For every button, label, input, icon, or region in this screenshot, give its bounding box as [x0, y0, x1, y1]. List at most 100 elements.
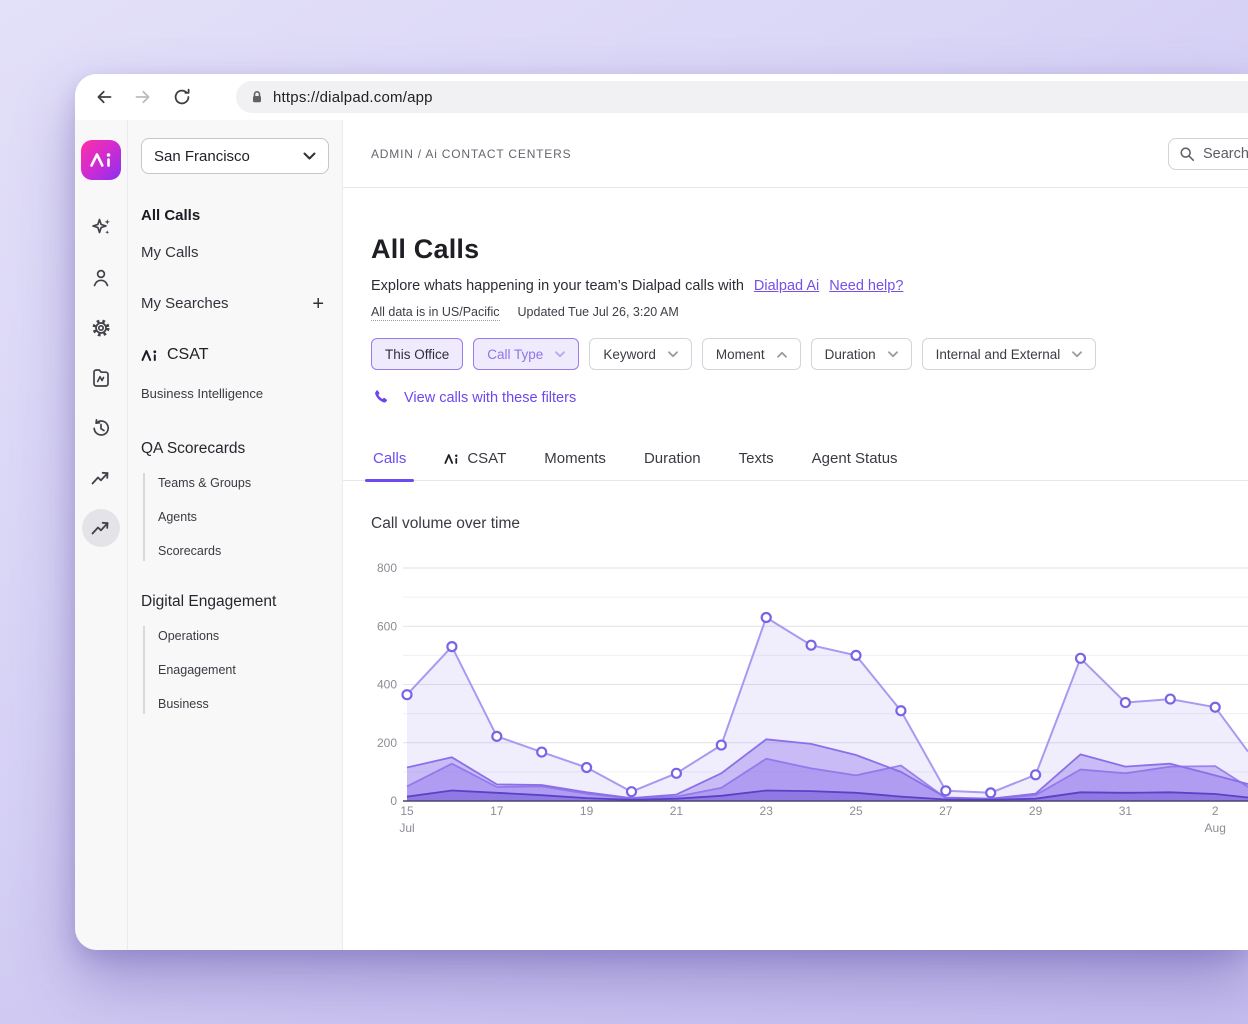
- view-calls-link[interactable]: View calls with these filters: [371, 388, 1248, 408]
- analytics-selected-icon[interactable]: [82, 509, 120, 547]
- dialpad-ai-link[interactable]: Dialpad Ai: [753, 278, 820, 294]
- ai-sparkles-icon[interactable]: [89, 216, 113, 240]
- filter-chip-duration[interactable]: Duration: [810, 338, 912, 370]
- svg-text:19: 19: [580, 804, 594, 818]
- dialpad-ai-logo-glyph: [90, 153, 111, 167]
- tab-duration[interactable]: Duration: [642, 450, 703, 480]
- history-icon[interactable]: [89, 416, 113, 440]
- need-help-link[interactable]: Need help?: [829, 278, 904, 294]
- chip-label: This Office: [385, 346, 450, 362]
- filter-chip-internal-external[interactable]: Internal and External: [921, 338, 1097, 370]
- description-text: Explore whats happening in your team’s D…: [371, 278, 744, 294]
- chip-label: Duration: [824, 346, 876, 362]
- browser-chrome: https://dialpad.com/app: [75, 74, 1248, 120]
- tab-bar: Calls CSAT Moments Duration Texts Agent …: [343, 450, 1248, 482]
- add-search-button[interactable]: +: [312, 293, 324, 315]
- sidebar-section-qa-scorecards[interactable]: QA Scorecards: [141, 440, 246, 457]
- sidebar-nav: San Francisco All Calls My Calls My Sear…: [128, 120, 343, 950]
- chip-label: Call Type: [487, 346, 544, 362]
- chip-label: Internal and External: [935, 346, 1061, 362]
- filter-chip-moment[interactable]: Moment: [701, 338, 801, 370]
- svg-text:31: 31: [1119, 804, 1133, 818]
- chevron-down-icon: [555, 350, 566, 358]
- sidebar-item-my-calls[interactable]: My Calls: [141, 244, 199, 261]
- svg-text:15: 15: [400, 804, 414, 818]
- forward-button[interactable]: [132, 86, 154, 108]
- chart-title: Call volume over time: [371, 515, 521, 532]
- svg-text:27: 27: [939, 804, 953, 818]
- svg-text:17: 17: [490, 804, 504, 818]
- search-input[interactable]: Search: [1168, 137, 1248, 170]
- svg-text:Aug: Aug: [1205, 821, 1226, 835]
- timezone-note: All data is in US/Pacific: [371, 305, 500, 321]
- call-volume-chart: 0 200 400 600 800 15 Jul 17 19 21 23 25 27 29 31 2 Aug: [377, 561, 1248, 835]
- dialpad-ai-icon: [141, 349, 157, 361]
- ai-collection-icon[interactable]: [89, 366, 113, 390]
- office-selector[interactable]: San Francisco: [141, 138, 329, 174]
- svg-text:25: 25: [849, 804, 863, 818]
- reload-button[interactable]: [171, 86, 193, 108]
- url-bar[interactable]: https://dialpad.com/app: [236, 81, 1248, 113]
- icon-rail: [75, 120, 128, 950]
- back-button[interactable]: [93, 86, 115, 108]
- sidebar-item-all-calls[interactable]: All Calls: [141, 207, 201, 224]
- tab-label: CSAT: [467, 450, 507, 467]
- forward-arrow-icon: [135, 90, 150, 104]
- page-title: All Calls: [371, 234, 480, 264]
- tab-label: Texts: [738, 450, 774, 467]
- chevron-up-icon: [776, 351, 787, 358]
- breadcrumb: ADMIN / Ai CONTACT CENTERS: [371, 146, 572, 161]
- tab-moments[interactable]: Moments: [542, 450, 608, 480]
- filter-bar: This Office Call Type Keyword Moment: [371, 338, 1248, 370]
- sidebar-item-teams-groups[interactable]: Teams & Groups: [158, 476, 252, 490]
- tab-calls[interactable]: Calls: [364, 450, 415, 482]
- sidebar-item-business-intelligence[interactable]: Business Intelligence: [141, 386, 264, 401]
- data-meta: All data is in US/Pacific Updated Tue Jul…: [371, 305, 1248, 321]
- contacts-icon[interactable]: [89, 266, 113, 290]
- dialpad-logo[interactable]: [81, 140, 121, 180]
- reload-icon: [174, 88, 190, 105]
- svg-text:23: 23: [760, 804, 774, 818]
- filter-chip-this-office[interactable]: This Office: [371, 338, 464, 370]
- browser-window: https://dialpad.com/app: [75, 74, 1248, 950]
- sidebar-item-scorecards[interactable]: Scorecards: [158, 544, 222, 558]
- my-searches-label: My Searches: [141, 295, 229, 312]
- tab-agent-status[interactable]: Agent Status: [810, 450, 900, 480]
- main-panel: ADMIN / Ai CONTACT CENTERS Search All Ca…: [343, 120, 1248, 950]
- tab-label: Duration: [643, 450, 701, 467]
- sidebar-item-operations[interactable]: Operations: [158, 629, 220, 643]
- url-text: https://dialpad.com/app: [273, 88, 433, 106]
- tab-label: Moments: [544, 450, 606, 467]
- chevron-down-icon: [1072, 350, 1083, 358]
- trending-up-icon[interactable]: [89, 466, 113, 490]
- search-icon: [1180, 146, 1195, 161]
- svg-text:800: 800: [377, 561, 397, 575]
- sidebar-item-agents[interactable]: Agents: [158, 510, 197, 524]
- updated-timestamp: Updated Tue Jul 26, 3:20 AM: [517, 305, 679, 319]
- sidebar-item-csat[interactable]: CSAT: [141, 346, 329, 364]
- sidebar-item-my-searches[interactable]: My Searches +: [141, 294, 329, 314]
- sidebar-section-digital-engagement[interactable]: Digital Engagement: [141, 593, 277, 610]
- chevron-down-icon: [887, 350, 898, 358]
- tab-label: Calls: [373, 450, 407, 467]
- tab-texts[interactable]: Texts: [737, 450, 776, 480]
- svg-text:29: 29: [1029, 804, 1043, 818]
- qa-scorecards-subitems: Teams & Groups Agents Scorecards: [143, 473, 329, 561]
- filter-chip-keyword[interactable]: Keyword: [589, 338, 692, 370]
- sidebar-item-business[interactable]: Business: [158, 697, 209, 711]
- svg-text:0: 0: [390, 794, 397, 808]
- svg-text:Jul: Jul: [399, 821, 414, 835]
- lock-icon: [253, 91, 261, 103]
- sidebar-item-engagement[interactable]: Enagagement: [158, 663, 236, 677]
- search-placeholder: Search: [1203, 145, 1248, 162]
- chevron-down-icon: [303, 152, 316, 160]
- csat-label: CSAT: [167, 346, 209, 363]
- settings-gear-icon[interactable]: [89, 316, 113, 340]
- main-header: ADMIN / Ai CONTACT CENTERS Search: [343, 120, 1248, 188]
- dialpad-ai-icon: [444, 453, 458, 464]
- filter-chip-call-type[interactable]: Call Type: [473, 338, 580, 370]
- svg-text:21: 21: [670, 804, 684, 818]
- tab-csat[interactable]: CSAT: [442, 450, 508, 480]
- office-selector-value: San Francisco: [154, 147, 250, 165]
- svg-text:200: 200: [377, 736, 397, 750]
